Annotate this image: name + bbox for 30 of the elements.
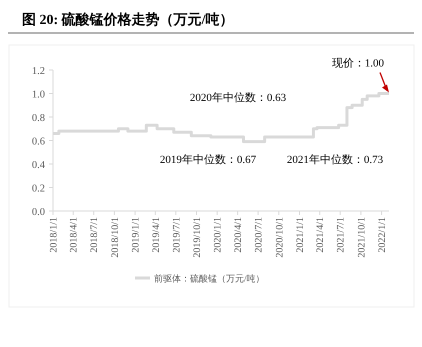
x-tick-label: 2019/1/1 xyxy=(130,217,142,253)
annotation: 2020年中位数：0.63 xyxy=(190,91,287,104)
x-tick-label: 2018/4/1 xyxy=(68,217,80,253)
x-tick-label: 2018/1/1 xyxy=(48,217,60,253)
y-tick-label: 0.2 xyxy=(32,184,45,194)
chart-title: 图 20: 硫酸锰价格走势（万元/吨） xyxy=(22,11,234,28)
annotation: 现价：1.00 xyxy=(332,58,384,70)
y-tick-label: 0.8 xyxy=(32,113,45,124)
x-tick-label: 2021/1/1 xyxy=(294,217,306,253)
x-tick-label: 2020/4/1 xyxy=(233,217,244,253)
x-tick-label: 2019/4/1 xyxy=(150,217,162,253)
y-tick-label: 1.2 xyxy=(32,66,45,77)
annotation: 2019年中位数：0.67 xyxy=(160,153,257,166)
x-tick-label: 2018/10/1 xyxy=(110,217,121,258)
y-tick-label: 0.0 xyxy=(32,207,45,218)
x-tick-label: 2021/4/1 xyxy=(315,217,326,253)
annotation: 2021年中位数：0.73 xyxy=(286,153,384,166)
x-tick-label: 2019/10/1 xyxy=(192,217,203,258)
x-tick-label: 2020/1/1 xyxy=(212,217,224,253)
legend-label: 前驱体：硫酸锰（万元/吨） xyxy=(154,274,265,284)
y-tick-label: 0.4 xyxy=(32,160,46,171)
y-tick-label: 0.6 xyxy=(32,136,45,148)
x-tick-label: 2018/7/1 xyxy=(89,217,100,253)
x-tick-label: 2020/7/1 xyxy=(254,217,265,253)
x-tick-label: 2022/1/1 xyxy=(377,217,388,253)
x-tick-label: 2020/10/1 xyxy=(274,217,286,258)
x-tick-label: 2021/10/1 xyxy=(356,217,368,258)
x-tick-label: 2019/7/1 xyxy=(171,217,182,253)
y-tick-label: 1.0 xyxy=(32,90,45,100)
x-tick-label: 2021/7/1 xyxy=(336,217,347,253)
